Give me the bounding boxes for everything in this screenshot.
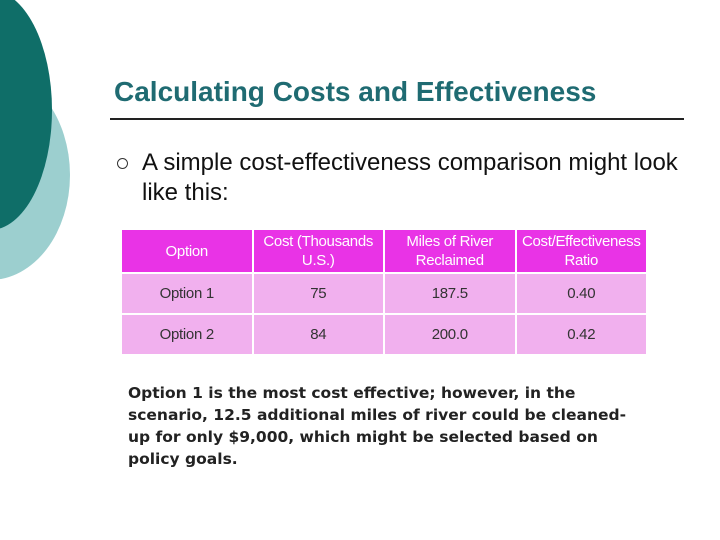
bullet-text: A simple cost-effectiveness comparison m… bbox=[142, 149, 678, 206]
cell-option: Option 1 bbox=[120, 272, 254, 315]
cell-cost: 84 bbox=[251, 313, 385, 356]
cell-miles: 187.5 bbox=[383, 272, 517, 315]
bullet-circle-icon bbox=[117, 158, 128, 169]
cell-option: Option 2 bbox=[120, 313, 254, 356]
header-option: Option bbox=[120, 228, 254, 274]
slide-title: Calculating Costs and Effectiveness bbox=[114, 76, 597, 107]
corner-decoration bbox=[0, 0, 70, 280]
cost-effectiveness-table: Option Cost (Thousands U.S.) Miles of Ri… bbox=[120, 228, 648, 356]
table-header-row: Option Cost (Thousands U.S.) Miles of Ri… bbox=[120, 228, 648, 274]
table-row: Option 1 75 187.5 0.40 bbox=[120, 272, 648, 315]
table-row: Option 2 84 200.0 0.42 bbox=[120, 313, 648, 356]
header-ratio: Cost/Effectiveness Ratio bbox=[514, 228, 648, 274]
header-cost: Cost (Thousands U.S.) bbox=[251, 228, 385, 274]
cell-cost: 75 bbox=[251, 272, 385, 315]
cell-ratio: 0.42 bbox=[514, 313, 648, 356]
decor-circle-dark bbox=[0, 0, 52, 229]
cell-ratio: 0.40 bbox=[514, 272, 648, 315]
header-miles: Miles of River Reclaimed bbox=[383, 228, 517, 274]
conclusion-note: Option 1 is the most cost effective; how… bbox=[128, 384, 627, 468]
title-divider bbox=[110, 118, 684, 120]
cell-miles: 200.0 bbox=[383, 313, 517, 356]
